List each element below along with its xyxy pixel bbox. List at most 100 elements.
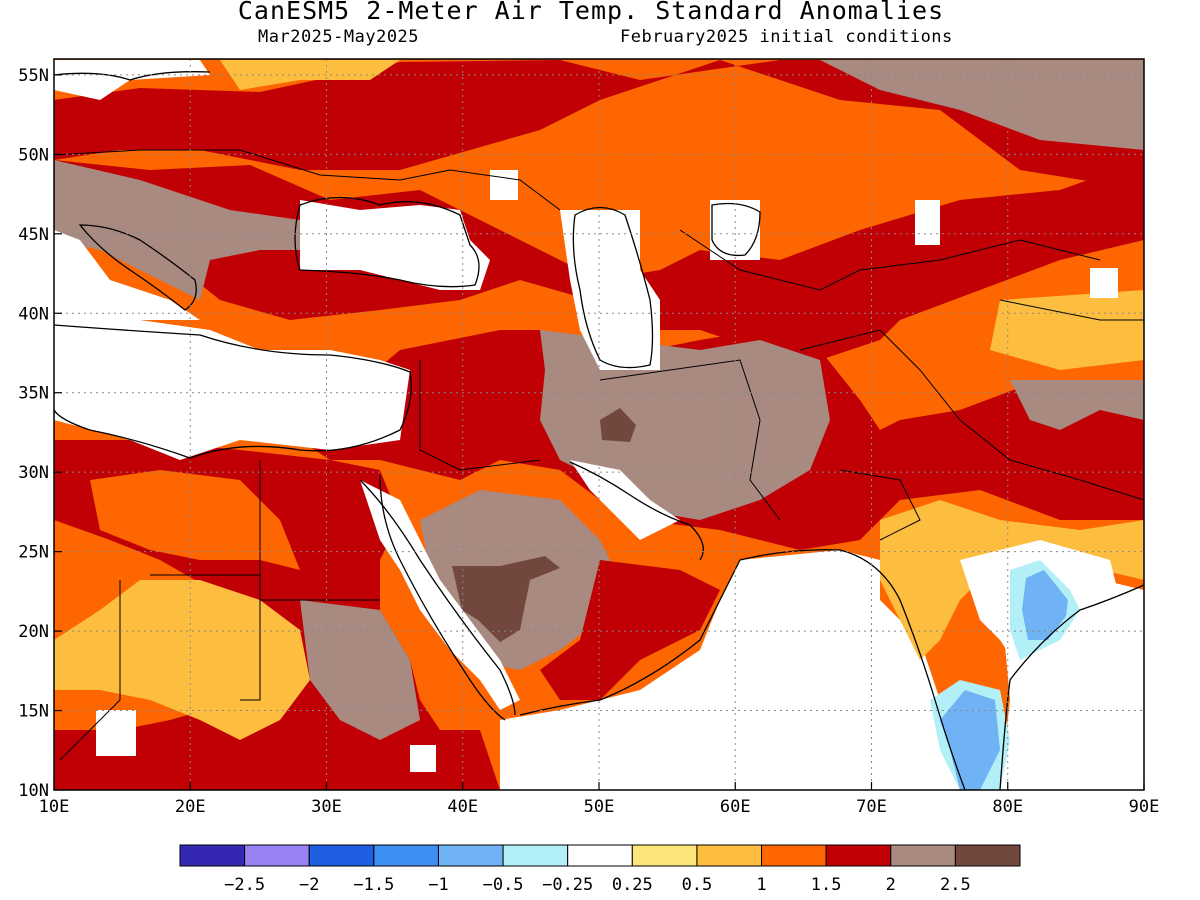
legend-label: 0.25 [612,875,653,895]
anomaly-2-5-northeast [820,60,1144,150]
red-sea-east-coast [359,479,516,716]
mask-baltic [54,60,210,100]
legend-swatch [373,844,439,867]
baltic-coast [54,71,211,81]
mask-lake [1090,268,1118,298]
aral-coast [711,202,761,257]
mask-lake-chad [96,710,136,756]
anomaly-2-oman [540,560,720,700]
x-tick-label: 70E [856,797,887,817]
italy-coast [78,224,197,311]
legend-swatch [437,844,504,867]
mask-mediterranean [54,310,410,460]
mediterranean-coast [54,324,412,459]
legend-swatch [761,844,827,867]
x-tick-label: 40E [447,797,478,817]
anomaly-neg-0-5-india [1022,570,1068,640]
map-title: CanESM5 2-Meter Air Temp. Standard Anoma… [237,0,945,25]
anomaly-1-kazakhstan [990,290,1144,370]
legend-swatch [502,844,569,867]
gulf-coast [569,461,704,561]
legend-label: 1 [756,875,766,895]
bay-of-bengal-coast [999,584,1144,790]
y-tick-label: 10N [18,781,49,801]
legend-label: 1.5 [811,875,842,895]
legend-swatch [890,844,956,867]
initial-conditions: February2025 initial conditions [620,27,953,47]
anomaly-1-north-edge [220,60,400,90]
y-tick-label: 15N [18,702,49,722]
x-tick-label: 80E [992,797,1023,817]
border-pakistan [839,469,921,541]
anomaly-2-5-balkans [54,160,320,300]
black-sea-coast [294,196,480,288]
border-iraq [419,360,541,471]
axes: 10E 20E 30E 40E 50E 60E 70E 80E 90E 10N 15N 20N 25N 3… [18,66,1159,817]
anomaly-1-india [880,500,1144,660]
y-tick-label: 30N [18,463,49,483]
border-africa-2 [240,460,261,701]
caspian-coast [572,206,654,369]
x-tick-label: 90E [1129,797,1160,817]
x-tick-label: 30E [311,797,342,817]
legend-label: −0.5 [483,875,524,895]
mask-lake-tana [410,745,436,772]
legend-label: −2.5 [224,875,265,895]
legend-label: −2 [299,875,319,895]
anomaly-1-5-libya [90,470,300,570]
arabian-sea-coast [519,549,966,790]
x-tick-label: 10E [39,797,70,817]
mask-caspian-sea [560,210,660,370]
y-tick-label: 25N [18,543,49,563]
mask-black-sea [300,200,490,290]
anomaly-2-north [54,60,1144,190]
mask-italy [54,230,200,320]
border-africa-3 [59,580,121,761]
border-iran [599,359,781,521]
country-borders [54,149,1144,761]
legend-label: −1 [428,875,448,895]
anomaly-3-iran [600,408,636,442]
legend-label: −0.25 [542,875,593,895]
legend-label: 0.5 [682,875,713,895]
legend-label: 2.5 [940,875,971,895]
forecast-period: Mar2025-May2025 [258,27,420,47]
y-tick-label: 40N [18,304,49,324]
legend-label: 2 [886,875,896,895]
gridlines [54,59,1144,790]
anomaly-3-arabia [452,556,560,642]
legend-swatch [244,844,310,867]
anomaly-2-5-sudan [300,600,420,740]
coastlines [54,71,1144,790]
mask-persian-gulf [570,460,680,540]
y-tick-label: 45N [18,225,49,245]
legend-swatch [179,844,246,867]
border-asia-3 [999,299,1144,321]
mask-aral-sea [710,200,760,260]
y-tick-label: 50N [18,145,49,165]
anomaly-neg-0-5-south-india [940,690,1000,790]
legend-swatch [631,844,698,867]
ocean-arabian-sea [500,550,960,790]
y-tick-label: 35N [18,384,49,404]
y-tick-label: 55N [18,66,49,86]
x-tick-label: 50E [584,797,615,817]
y-tick-label: 20N [18,622,49,642]
red-sea-west-coast [379,474,506,721]
x-tick-label: 20E [175,797,206,817]
legend-swatch [696,844,763,867]
mask-balkhash [915,200,940,245]
legend-swatch [308,844,375,867]
x-tick-label: 60E [720,797,751,817]
border-asia-1 [679,229,1101,291]
legend-label: −1.5 [353,875,394,895]
color-legend: −2.5 −2 −1.5 −1 −0.5 −0.25 0.25 0.5 1 1.5 2 2.5 [179,844,1021,895]
border-asia-2 [799,329,1144,501]
legend-swatch [954,844,1021,867]
legend-swatch [567,844,633,867]
legend-swatch [825,844,892,867]
mask-lake-north [490,170,518,200]
border-north [54,149,561,211]
mask-red-sea [360,480,520,710]
